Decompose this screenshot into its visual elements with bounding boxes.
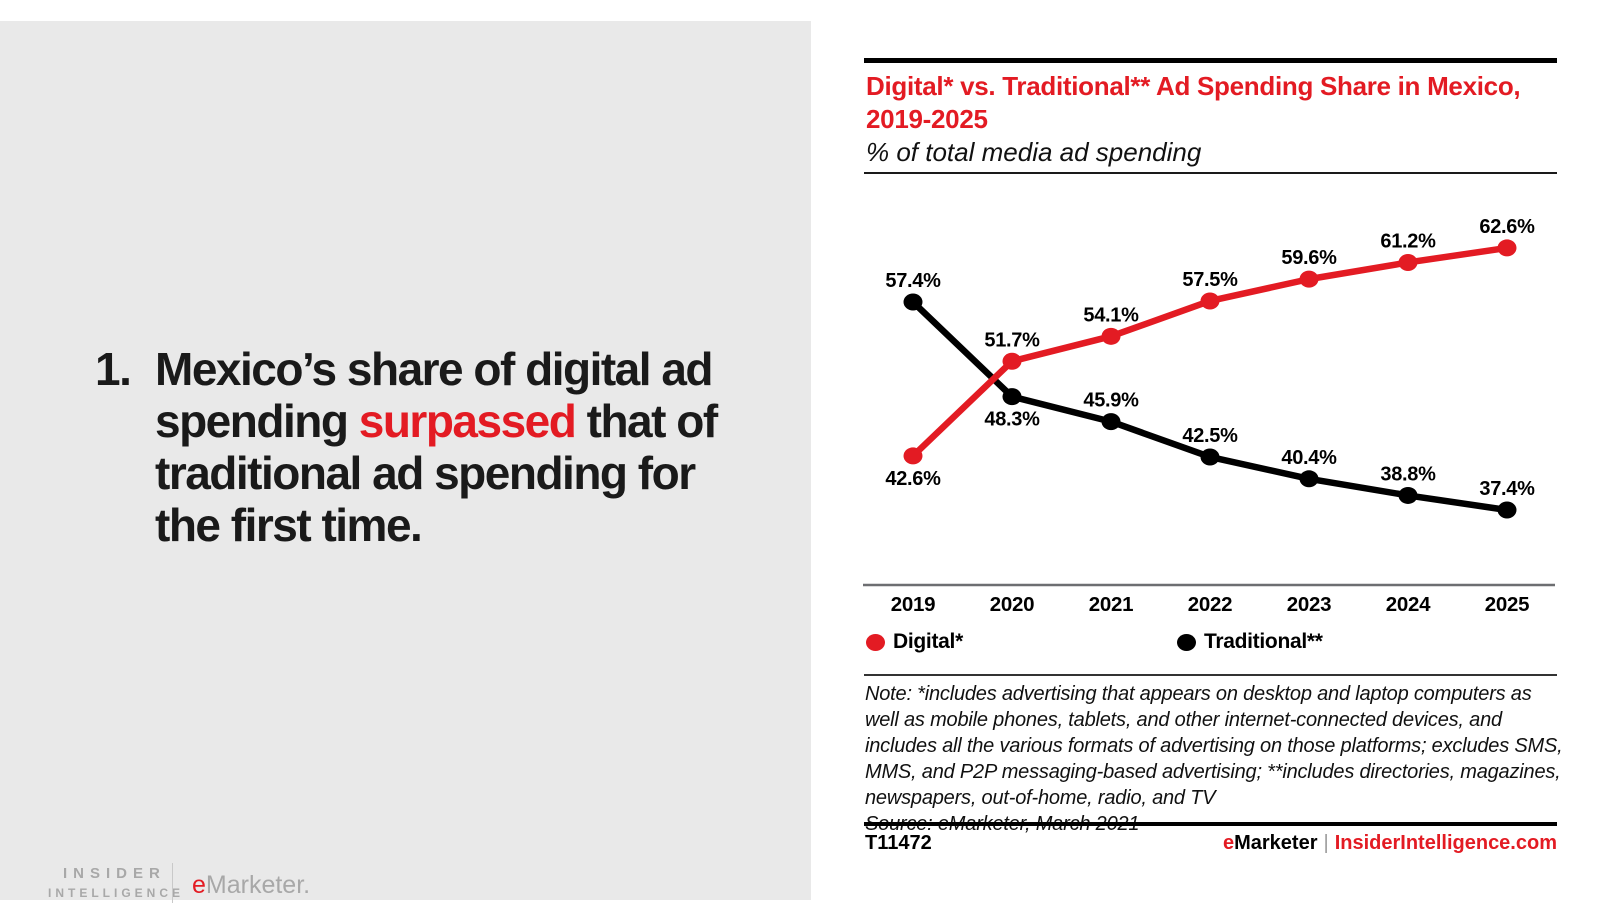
svg-text:57.4%: 57.4% (885, 270, 941, 292)
svg-text:48.3%: 48.3% (984, 409, 1040, 431)
svg-text:45.9%: 45.9% (1083, 390, 1139, 412)
chart-title: Digital* vs. Traditional** Ad Spending S… (866, 71, 1521, 134)
note-text: Note: *includes advertising that appears… (865, 683, 1563, 809)
brand-logos: INSIDER INTELLIGENCE eMarketer. (0, 859, 811, 921)
headline-text: Mexico’s share of digital ad spending su… (155, 343, 770, 551)
svg-text:40.4%: 40.4% (1281, 447, 1337, 469)
svg-text:62.6%: 62.6% (1479, 216, 1535, 238)
svg-text:38.8%: 38.8% (1380, 463, 1436, 485)
svg-text:54.1%: 54.1% (1083, 304, 1139, 326)
legend-dot-traditional (1177, 633, 1196, 651)
footer-rule (864, 822, 1557, 826)
headline-text-before: Mexico’s share of digital ad spending (155, 343, 714, 447)
svg-text:2019: 2019 (891, 593, 935, 616)
footer-brand-rest: Marketer (1234, 832, 1318, 854)
emarketer-logo-rest: Marketer. (205, 871, 311, 899)
svg-text:2023: 2023 (1287, 593, 1331, 616)
svg-text:2024: 2024 (1386, 593, 1431, 616)
svg-text:59.6%: 59.6% (1281, 247, 1337, 269)
left-panel: 1. Mexico’s share of digital ad spending… (0, 21, 811, 903)
footer: T11472 eMarketer | InsiderIntelligence.com (865, 832, 1557, 858)
svg-text:2025: 2025 (1485, 593, 1529, 616)
svg-text:57.5%: 57.5% (1182, 269, 1238, 291)
insider-logo-line1: INSIDER (63, 865, 166, 882)
note-block: Note: *includes advertising that appears… (865, 681, 1565, 837)
headline-highlight: surpassed (358, 395, 577, 447)
chart-subtitle: % of total media ad spending (866, 137, 1202, 167)
emarketer-logo: eMarketer. (192, 871, 310, 900)
footer-brand-e: e (1222, 832, 1235, 854)
subtitle-rule (864, 172, 1557, 174)
chart-legend: Digital* Traditional** (845, 628, 1575, 660)
logo-divider (172, 863, 173, 903)
top-rule (864, 58, 1557, 63)
chart-id: T11472 (865, 832, 932, 854)
headline-text-after: that of traditional ad spending for the … (155, 395, 718, 551)
svg-text:2020: 2020 (990, 593, 1034, 616)
legend-dot-digital (866, 633, 885, 651)
svg-text:2021: 2021 (1089, 593, 1133, 616)
svg-text:42.6%: 42.6% (885, 468, 941, 490)
legend-item-traditional: Traditional** (1177, 630, 1323, 654)
chart-svg: 2019 2020 2021 2022 2023 2024 2025 57.4% 48.3% 45… (863, 216, 1555, 616)
emarketer-logo-e: e (192, 871, 206, 899)
legend-item-digital: Digital* (866, 630, 963, 654)
slide: 1. Mexico’s share of digital ad spending… (0, 21, 1575, 903)
footer-site-link[interactable]: InsiderIntelligence.com (1334, 832, 1557, 854)
headline: 1. Mexico’s share of digital ad spending… (95, 343, 770, 551)
svg-text:2022: 2022 (1188, 593, 1232, 616)
svg-text:51.7%: 51.7% (984, 329, 1040, 351)
svg-text:61.2%: 61.2% (1380, 230, 1436, 252)
legend-label-traditional: Traditional** (1204, 630, 1323, 653)
svg-text:42.5%: 42.5% (1182, 425, 1238, 447)
footer-brand: eMarketer | InsiderIntelligence.com (1223, 832, 1557, 855)
legend-rule (864, 674, 1557, 676)
svg-text:37.4%: 37.4% (1479, 478, 1535, 500)
footer-separator: | (1323, 832, 1329, 854)
headline-number: 1. (95, 343, 132, 395)
legend-label-digital: Digital* (893, 630, 963, 653)
insider-logo-line2: INTELLIGENCE (48, 886, 185, 900)
